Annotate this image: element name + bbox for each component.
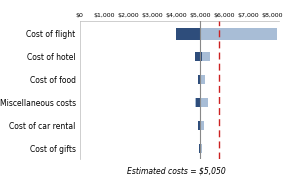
Bar (198, 121, 201, 130)
Text: Estimated costs = $5,050: Estimated costs = $5,050 (127, 166, 226, 175)
Bar (195, 52, 202, 61)
Bar (199, 144, 202, 153)
Bar (196, 98, 201, 107)
Bar (195, 52, 209, 61)
Bar (198, 121, 203, 130)
Bar (176, 27, 200, 40)
Bar (176, 27, 277, 40)
Bar (199, 144, 200, 153)
Bar (198, 75, 201, 84)
Bar (195, 98, 208, 107)
Bar (198, 75, 205, 84)
